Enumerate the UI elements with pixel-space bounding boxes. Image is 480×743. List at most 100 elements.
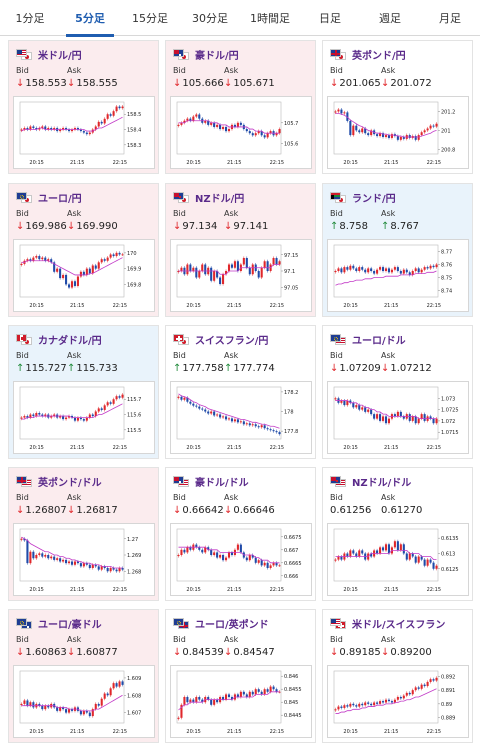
currency-pair[interactable]: ユーロ/豪ドル	[16, 616, 102, 631]
moving-average-line	[178, 393, 280, 429]
candle	[420, 269, 423, 273]
tab-3[interactable]: 30分足	[192, 12, 228, 25]
tab-7[interactable]: 月足	[439, 12, 461, 25]
candle	[352, 125, 355, 136]
pair-name[interactable]: 米ドル/スイスフラン	[352, 619, 446, 631]
pair-name[interactable]: カナダドル/円	[38, 335, 102, 347]
candle	[432, 418, 435, 424]
currency-card[interactable]: 豪ドル/ドル Bid Ask ↓0.66642 ↓0.66646 0.6675 0.667 0…	[165, 467, 316, 601]
price-chart[interactable]: 97.15 97.1 97.05 20:15 21:15 22:15	[170, 239, 312, 312]
pair-name[interactable]: 米ドル/円	[38, 50, 82, 62]
tab-6[interactable]: 週足	[379, 12, 401, 25]
candle	[41, 705, 44, 710]
arrow-up-icon: ↑	[381, 221, 390, 232]
candle	[396, 267, 399, 271]
candle	[38, 413, 41, 415]
pair-name[interactable]: 英ポンド/円	[352, 50, 406, 62]
price-chart[interactable]: 0.6675 0.667 0.6665 0.666 20:15 21:15 22:15	[170, 523, 312, 596]
pair-name[interactable]: NZドル/ドル	[352, 477, 412, 489]
currency-card[interactable]: 豪ドル/円 Bid Ask ↓105.666 ↓105.671 105.7 105.6 20:…	[165, 40, 316, 174]
currency-pair[interactable]: 英ポンド/ドル	[16, 474, 102, 489]
currency-card[interactable]: 英ポンド/ドル Bid Ask ↓1.26807 ↓1.26817 1.27 1.269 1.…	[8, 467, 159, 601]
currency-pair[interactable]: 英ポンド/円	[330, 47, 406, 62]
price-chart[interactable]: 0.6135 0.613 0.6125 20:15 21:15 22:15	[327, 523, 469, 596]
currency-pair[interactable]: ユーロ/円	[16, 190, 82, 205]
pair-name[interactable]: ランド/円	[352, 193, 396, 205]
currency-pair[interactable]: ユーロ/英ポンド	[173, 616, 269, 631]
candle	[236, 419, 239, 423]
price-chart[interactable]: 0.892 0.891 0.89 0.889 20:15 21:15 22:15	[327, 665, 469, 738]
pair-name[interactable]: ユーロ/英ポンド	[195, 619, 269, 631]
candlestick-chart: 178.2 178 177.8 20:15 21:15 22:15	[176, 386, 298, 451]
candle	[88, 712, 91, 717]
candle	[222, 274, 225, 284]
currency-pair[interactable]: スイスフラン/円	[173, 332, 269, 347]
currency-pair[interactable]: カナダドル/円	[16, 332, 102, 347]
pair-name[interactable]: 豪ドル/円	[195, 50, 239, 62]
currency-pair[interactable]: 米ドル/スイスフラン	[330, 616, 446, 631]
candle	[275, 133, 278, 136]
price-chart[interactable]: 115.7 115.6 115.5 20:15 21:15 22:15	[13, 381, 155, 454]
candle	[275, 431, 278, 433]
x-tick-label: 21:15	[227, 729, 241, 735]
currency-pair[interactable]: NZドル/ドル	[330, 474, 412, 489]
candle	[248, 267, 251, 275]
currency-card[interactable]: ユーロ/ドル Bid Ask ↓1.07209 ↓1.07212 1.073 1.0725 1…	[322, 325, 473, 459]
currency-card[interactable]: NZドル/ドル Bid Ask 0.61256 0.61270 0.6135 0.613 0.…	[322, 467, 473, 601]
currency-card[interactable]: 米ドル/スイスフラン Bid Ask ↓0.89185 ↓0.89200 0.892 0.8…	[322, 609, 473, 743]
currency-pair[interactable]: ランド/円	[330, 190, 396, 205]
currency-pair[interactable]: 豪ドル/ドル	[173, 474, 249, 489]
price-chart[interactable]: 158.5 158.4 158.3 20:15 21:15 22:15	[13, 96, 155, 169]
candle	[201, 408, 204, 410]
price-chart[interactable]: 8.77 8.76 8.75 8.74 20:15 21:15 22:15	[327, 239, 469, 312]
price-chart[interactable]: 1.073 1.0725 1.072 1.0715 20:15 21:15 22:15	[327, 381, 469, 454]
tab-5[interactable]: 日足	[319, 12, 341, 25]
pair-name[interactable]: 豪ドル/ドル	[195, 477, 249, 489]
currency-card[interactable]: NZドル/円 Bid Ask ↓97.134 ↓97.141 97.15 97.1 97.05…	[165, 183, 316, 317]
currency-card[interactable]: 米ドル/円 Bid Ask ↓158.553 ↓158.555 158.5 158.4 158…	[8, 40, 159, 174]
y-tick-label: 0.6675	[284, 535, 302, 541]
price-chart[interactable]: 201.2 201 200.8 20:15 21:15 22:15	[327, 96, 469, 169]
candle	[180, 704, 183, 718]
pair-name[interactable]: スイスフラン/円	[195, 335, 269, 347]
price-chart[interactable]: 170 169.9 169.8 20:15 21:15 22:15	[13, 239, 155, 312]
price-chart[interactable]: 178.2 178 177.8 20:15 21:15 22:15	[170, 381, 312, 454]
tab-0[interactable]: 1分足	[15, 12, 45, 25]
price-chart[interactable]: 1.609 1.608 1.607 20:15 21:15 22:15	[13, 665, 155, 738]
currency-card[interactable]: ユーロ/英ポンド Bid Ask ↓0.84539 ↓0.84547 0.846 0.845…	[165, 609, 316, 743]
candle	[429, 679, 432, 682]
currency-card[interactable]: 英ポンド/円 Bid Ask ↓201.065 ↓201.072 201.2 201 200.…	[322, 40, 473, 174]
currency-pair[interactable]: NZドル/円	[173, 190, 245, 205]
currency-card[interactable]: ランド/円 Bid Ask ↑8.758 ↑8.767 8.77 8.76 8.75 8.74 2…	[322, 183, 473, 317]
currency-card[interactable]: カナダドル/円 Bid Ask ↑115.727 ↑115.733 115.7 115.6 1…	[8, 325, 159, 459]
tab-2[interactable]: 15分足	[132, 12, 168, 25]
tab-4[interactable]: 1時間足	[250, 12, 290, 25]
candle	[109, 568, 112, 572]
currency-pair[interactable]: ユーロ/ドル	[330, 332, 406, 347]
candle	[352, 265, 355, 269]
price-chart[interactable]: 1.27 1.269 1.268 20:15 21:15 22:15	[13, 523, 155, 596]
price-chart[interactable]: 105.7 105.6 20:15 21:15 22:15	[170, 96, 312, 169]
candle	[399, 271, 402, 274]
candle	[224, 271, 228, 275]
currency-pair[interactable]: 豪ドル/円	[173, 47, 239, 62]
candle	[432, 679, 435, 681]
currency-card[interactable]: スイスフラン/円 Bid Ask ↑177.758 ↑177.774 178.2 178 17…	[165, 325, 316, 459]
candle	[94, 564, 97, 567]
pair-name[interactable]: ユーロ/円	[38, 193, 82, 205]
currency-card[interactable]: ユーロ/円 Bid Ask ↓169.986 ↓169.990 170 169.9 169.8…	[8, 183, 159, 317]
candle	[358, 405, 361, 410]
pair-name[interactable]: ユーロ/ドル	[352, 335, 406, 347]
candle	[198, 697, 201, 700]
candle	[364, 407, 367, 412]
pair-name[interactable]: 英ポンド/ドル	[38, 477, 102, 489]
price-chart[interactable]: 0.846 0.8455 0.845 0.8445 20:15 21:15 22:15	[170, 665, 312, 738]
currency-card[interactable]: ユーロ/豪ドル Bid Ask ↓1.60863 ↓1.60877 1.609 1.608 1…	[8, 609, 159, 743]
pair-name[interactable]: NZドル/円	[195, 193, 245, 205]
tab-1[interactable]: 5分足	[60, 0, 120, 37]
candle	[343, 112, 346, 114]
candle	[198, 406, 201, 409]
currency-pair[interactable]: 米ドル/円	[16, 47, 82, 62]
candle	[245, 694, 248, 697]
pair-name[interactable]: ユーロ/豪ドル	[38, 619, 102, 631]
